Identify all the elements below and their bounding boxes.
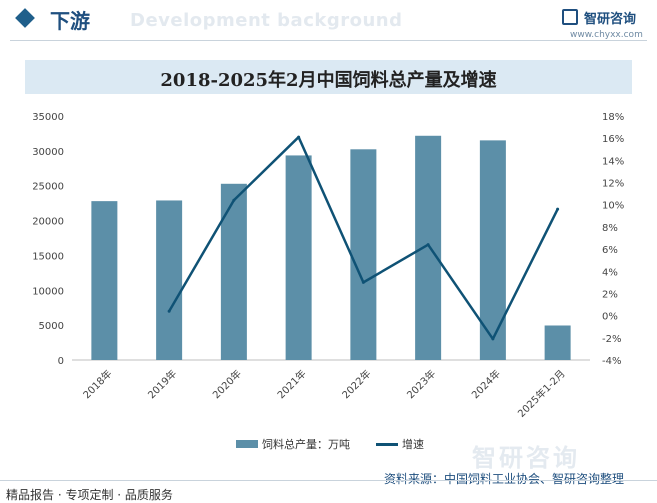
bar xyxy=(156,200,183,360)
header-divider xyxy=(10,40,647,41)
legend-bar-swatch xyxy=(236,440,258,448)
y-right-tick-label: 14% xyxy=(602,156,624,167)
growth-point xyxy=(556,207,560,211)
y-right-tick-label: 18% xyxy=(602,112,624,123)
chart-title: 2018-2025年2月中国饲料总产量及增速 xyxy=(160,70,497,91)
growth-point xyxy=(491,337,495,341)
y-right-tick-label: 2% xyxy=(602,289,618,300)
x-tick-label: 2020年 xyxy=(210,367,244,401)
x-tick-label: 2024年 xyxy=(469,367,503,401)
legend-line-label: 增速 xyxy=(402,438,424,451)
footer-watermark: 智研咨询 xyxy=(472,444,580,472)
y-left-tick-label: 5000 xyxy=(39,321,64,332)
y-right-tick-label: 12% xyxy=(602,179,624,190)
bar xyxy=(415,135,442,360)
header: Development background 下游 智研咨询 www.chyxx… xyxy=(0,0,657,42)
y-right-tick-label: -4% xyxy=(602,356,621,367)
growth-point xyxy=(167,309,171,313)
section-title: 下游 xyxy=(50,9,90,33)
footer-tagline: 精品报告 · 专项定制 · 品质服务 xyxy=(6,488,173,502)
header-watermark: Development background xyxy=(130,10,403,31)
x-tick-label: 2018年 xyxy=(80,367,114,401)
bar xyxy=(91,201,118,360)
y-left-tick-label: 25000 xyxy=(32,182,64,193)
y-right-tick-label: -2% xyxy=(602,334,621,345)
footer-divider xyxy=(0,480,657,481)
y-right-tick-label: 10% xyxy=(602,201,624,212)
legend-bar-label: 饲料总产量：万吨 xyxy=(262,438,350,451)
logo-url: www.chyxx.com xyxy=(570,30,643,40)
growth-point xyxy=(426,243,430,247)
growth-point xyxy=(232,198,236,202)
growth-point xyxy=(361,280,365,284)
y-left-tick-label: 20000 xyxy=(32,217,64,228)
legend: 饲料总产量：万吨 增速 xyxy=(0,436,657,452)
y-right-tick-label: 16% xyxy=(602,134,624,145)
y-left-tick-label: 10000 xyxy=(32,286,64,297)
logo-icon xyxy=(562,9,578,25)
y-right-tick-label: 4% xyxy=(602,267,618,278)
y-left-tick-label: 30000 xyxy=(32,147,64,158)
x-tick-label: 2025年1-2月 xyxy=(515,367,568,420)
x-tick-label: 2023年 xyxy=(404,367,438,401)
bar xyxy=(285,155,312,360)
bar xyxy=(350,149,377,360)
growth-point xyxy=(297,135,301,139)
y-left-tick-label: 0 xyxy=(58,356,64,367)
y-right-tick-label: 6% xyxy=(602,245,618,256)
y-left-tick-label: 35000 xyxy=(32,112,64,123)
bar xyxy=(544,325,571,360)
x-tick-label: 2021年 xyxy=(274,367,308,401)
bar xyxy=(220,183,247,360)
y-left-tick-label: 15000 xyxy=(32,251,64,262)
legend-line-swatch xyxy=(376,443,398,446)
y-right-tick-label: 0% xyxy=(602,312,618,323)
title-band: 2018-2025年2月中国饲料总产量及增速 xyxy=(25,60,632,94)
y-right-tick-label: 8% xyxy=(602,223,618,234)
logo-text: 智研咨询 xyxy=(584,12,637,27)
source-note: 资料来源：中国饲料工业协会、智研咨询整理 xyxy=(384,472,625,486)
x-tick-label: 2022年 xyxy=(339,367,373,401)
x-tick-label: 2019年 xyxy=(145,367,179,401)
